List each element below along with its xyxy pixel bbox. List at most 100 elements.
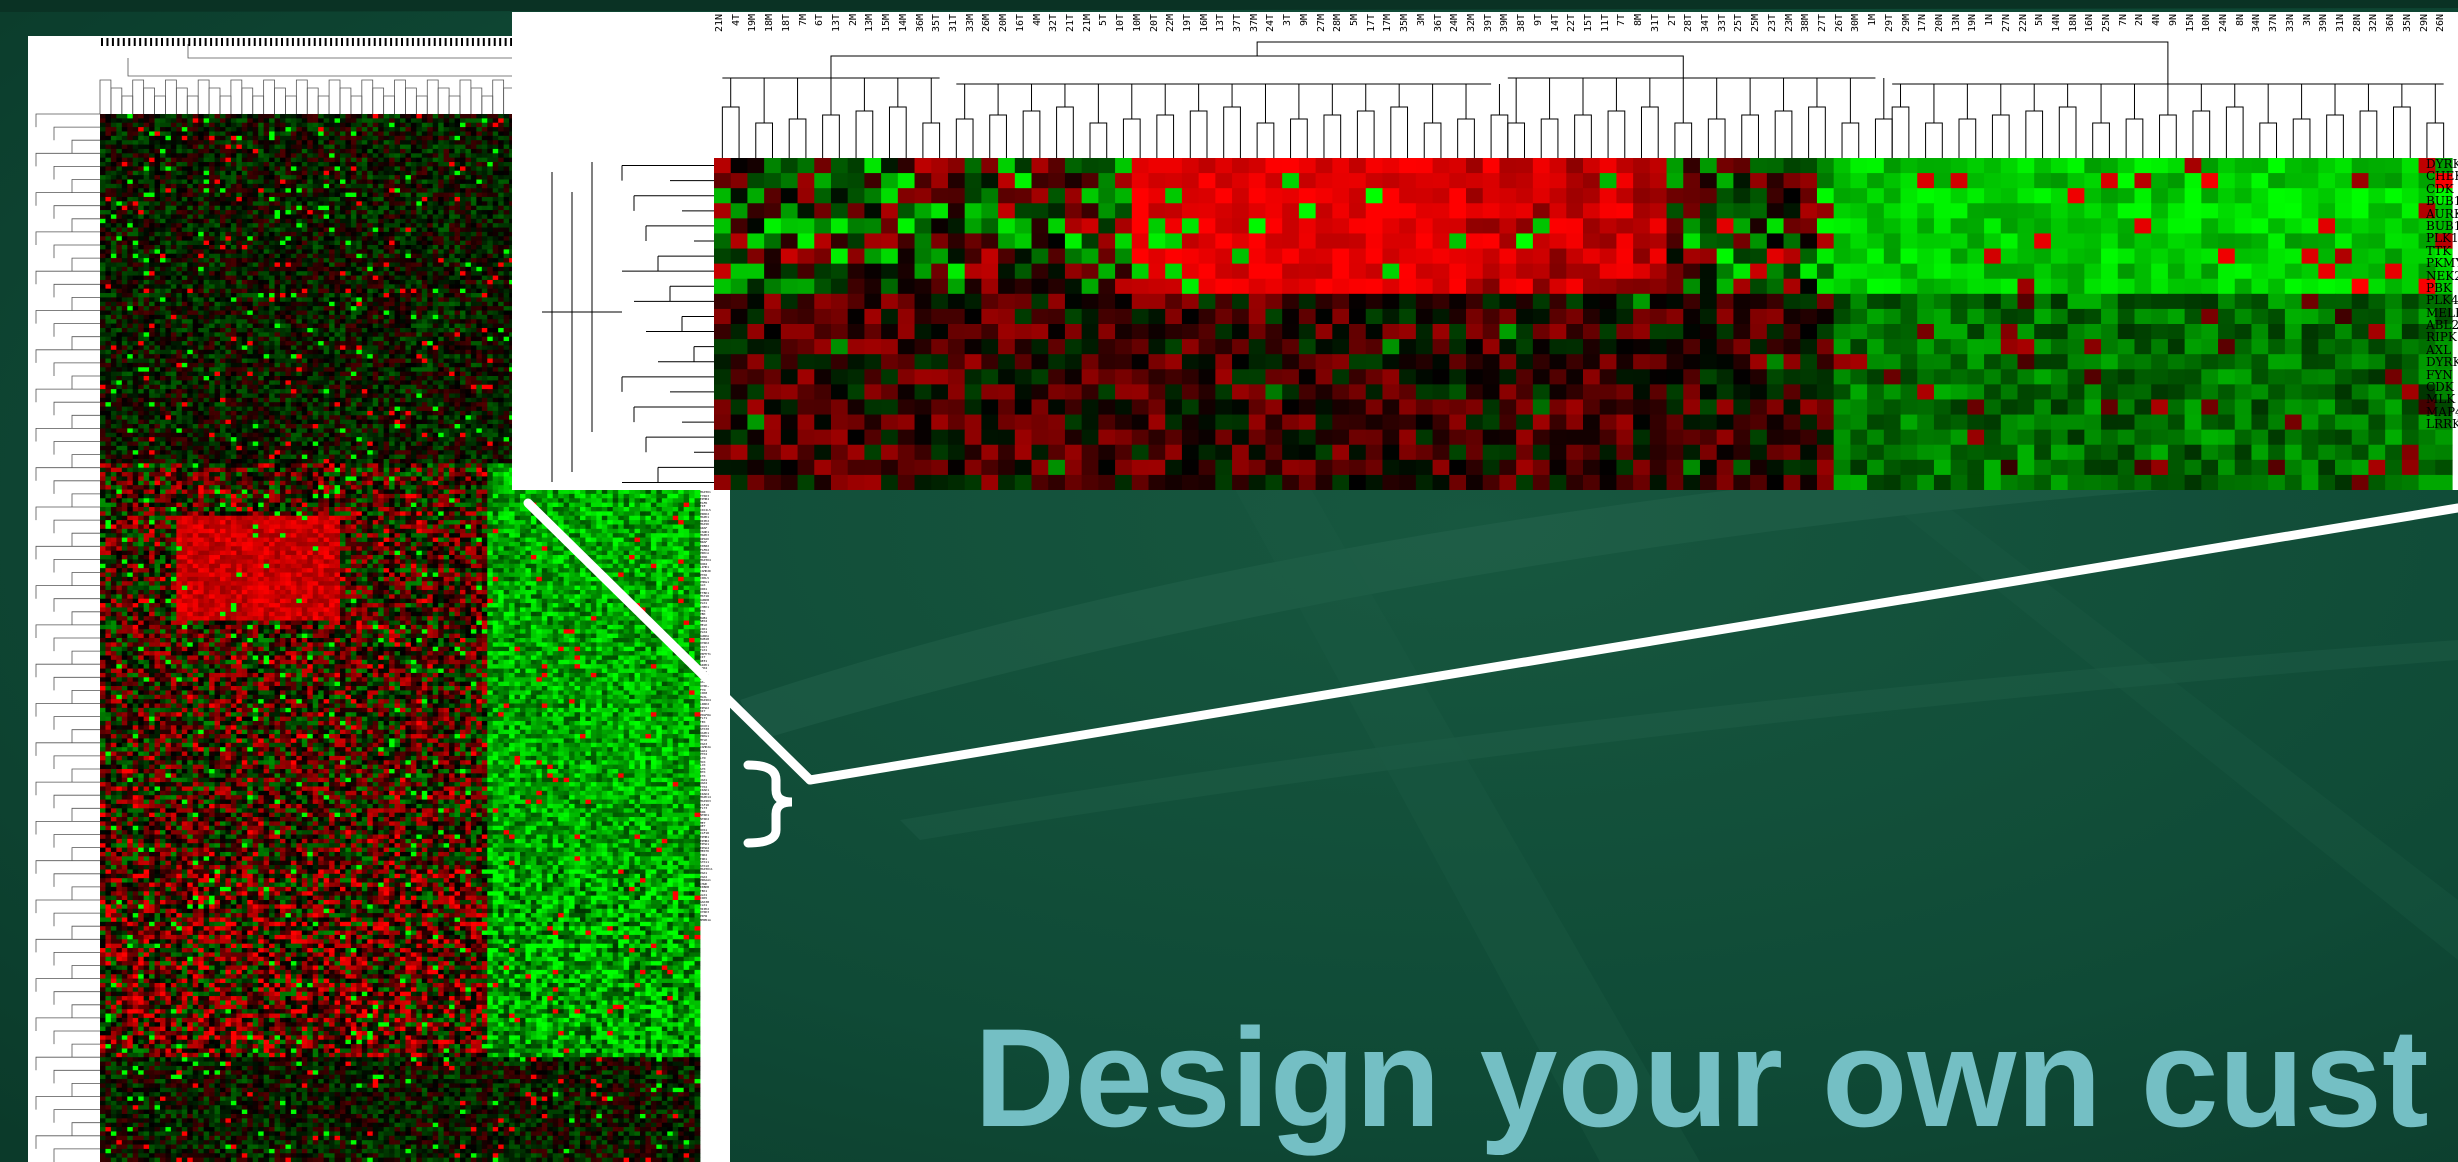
gene-label: BUB1 xyxy=(2426,195,2458,207)
gene-label: DYRK xyxy=(2426,158,2458,170)
sample-label: 9T xyxy=(1533,14,1544,82)
overview-gene-label: CSF1R xyxy=(700,803,728,808)
sample-label: 30M xyxy=(1850,14,1861,82)
sample-label: 37N xyxy=(2268,14,2279,82)
overview-gene-label: MAP2K3 xyxy=(700,799,728,804)
sample-label: 28N xyxy=(2352,14,2363,82)
sample-label: 5N xyxy=(2034,14,2045,82)
sample-label: 19T xyxy=(1182,14,1193,82)
sample-label: 5T xyxy=(1098,14,1109,82)
sample-label: 31T xyxy=(1650,14,1661,82)
zoomed-sample-labels: 21N 4T 19M 18M 18T 7M 6T 13T 2M 13M 15M 14M 36M 35T 31… xyxy=(714,12,2454,82)
sample-label: 38T xyxy=(1516,14,1527,82)
sample-label: 17T xyxy=(1366,14,1377,82)
gene-label: MELK xyxy=(2426,307,2458,319)
sample-label: 23M xyxy=(1784,14,1795,82)
gene-label: ABL2 xyxy=(2426,319,2458,331)
sample-label: 19M xyxy=(747,14,758,82)
sample-label: 36M xyxy=(915,14,926,82)
sample-label: 34T xyxy=(1700,14,1711,82)
sample-label: 3N xyxy=(2302,14,2313,82)
sample-label: 3T xyxy=(1282,14,1293,82)
sample-label: 2T xyxy=(1667,14,1678,82)
overview-gene-label: NTRK2 xyxy=(700,817,728,822)
overview-gene-label: EPHB2 xyxy=(700,839,728,844)
gene-label: CDK xyxy=(2426,381,2458,393)
sample-label: 15N xyxy=(2185,14,2196,82)
overview-gene-label: NTRK1 xyxy=(700,814,728,818)
sample-label: 16M xyxy=(1199,14,1210,82)
gene-label: PLK1 xyxy=(2426,232,2458,244)
gene-label: NEK2 xyxy=(2426,270,2458,282)
overview-gene-label: PRKAA1 xyxy=(700,879,728,883)
overview-gene-label: ULK1 xyxy=(700,893,728,898)
overview-gene-label: KDR xyxy=(700,810,728,815)
sample-label: 19N xyxy=(1967,14,1978,82)
sample-label: 21M xyxy=(1082,14,1093,82)
sample-label: 2M xyxy=(848,14,859,82)
overview-gene-label: TBK1 xyxy=(700,889,728,894)
overview-gene-label: MERTK xyxy=(700,850,728,854)
sample-label: 31N xyxy=(2335,14,2346,82)
sample-label: 25T xyxy=(1733,14,1744,82)
gene-label: CDK xyxy=(2426,183,2458,195)
gene-label: PLK4 xyxy=(2426,294,2458,306)
sample-label: 11T xyxy=(1600,14,1611,82)
sample-label: 4T xyxy=(731,14,742,82)
gene-label: AXL xyxy=(2426,344,2458,356)
sample-label: 39T xyxy=(1483,14,1494,82)
overview-gene-label: EPHB1 xyxy=(700,835,728,840)
overview-gene-label: TYRO3 xyxy=(700,494,728,499)
overview-gene-labels: MAP3K1 TYRO3 EPHB4 EGFR TIE CDC2L5 PRKD2 MAPK1 R… xyxy=(700,491,728,1151)
sample-label: 28M xyxy=(1332,14,1343,82)
sample-label: 37M xyxy=(1249,14,1260,82)
sample-label: 26M xyxy=(981,14,992,82)
sample-label: 23T xyxy=(1767,14,1778,82)
gene-label: LRRK xyxy=(2426,418,2458,430)
overview-gene-label: EPHA4 xyxy=(700,846,728,851)
sample-label: 1N xyxy=(1984,14,1995,82)
overview-gene-label: PIM2 xyxy=(700,914,728,919)
gene-label: CHEK xyxy=(2426,170,2458,182)
zoomed-heatmap-panel: 21N 4T 19M 18M 18T 7M 6T 13T 2M 13M 15M 14M 36M 35T 31… xyxy=(512,12,2458,490)
overview-gene-label: MAP3K1 xyxy=(700,491,728,495)
gene-label: AURK xyxy=(2426,208,2458,220)
sample-label: 39N xyxy=(2318,14,2329,82)
sample-label: 10T xyxy=(1115,14,1126,82)
sample-label: 27T xyxy=(1817,14,1828,82)
sample-label: 20M xyxy=(998,14,1009,82)
zoomed-heatmap-cells xyxy=(714,158,2453,490)
overview-gene-label: GSK3B xyxy=(700,900,728,905)
sample-label: 20N xyxy=(1934,14,1945,82)
sample-label: 22T xyxy=(1566,14,1577,82)
overview-gene-label: TNK2 xyxy=(700,853,728,858)
overview-gene-label: IGF1R xyxy=(700,832,728,836)
sample-label: 15M xyxy=(881,14,892,82)
sample-label: 16N xyxy=(2084,14,2095,82)
sample-label: 5M xyxy=(1349,14,1360,82)
sample-label: 7T xyxy=(1616,14,1627,82)
gene-label: FYN xyxy=(2426,369,2458,381)
overview-gene-label: PAK1 xyxy=(700,871,728,876)
sample-label: 27M xyxy=(1316,14,1327,82)
overview-gene-label: STK11 xyxy=(700,861,728,865)
sample-label: 33T xyxy=(1717,14,1728,82)
sample-label: 14M xyxy=(898,14,909,82)
sample-label: 2N xyxy=(2134,14,2145,82)
sample-label: 24N xyxy=(2218,14,2229,82)
sample-label: 29M xyxy=(1901,14,1912,82)
gene-label: TTK xyxy=(2426,245,2458,257)
sample-label: 6T xyxy=(814,14,825,82)
zoomed-heatmap xyxy=(542,41,2453,490)
sample-label: 13T xyxy=(831,14,842,82)
gene-label: DYRK xyxy=(2426,356,2458,368)
overview-gene-label: MAPK14 xyxy=(700,796,728,800)
sample-label: 27N xyxy=(2001,14,2012,82)
sample-label: 17N xyxy=(1917,14,1928,82)
sample-label: 37T xyxy=(1232,14,1243,82)
sample-label: 7N xyxy=(2118,14,2129,82)
overview-gene-label: CHUK xyxy=(700,882,728,887)
sample-label: 25N xyxy=(2101,14,2112,82)
sample-label: 18M xyxy=(764,14,775,82)
sample-label: 26N xyxy=(2435,14,2446,82)
